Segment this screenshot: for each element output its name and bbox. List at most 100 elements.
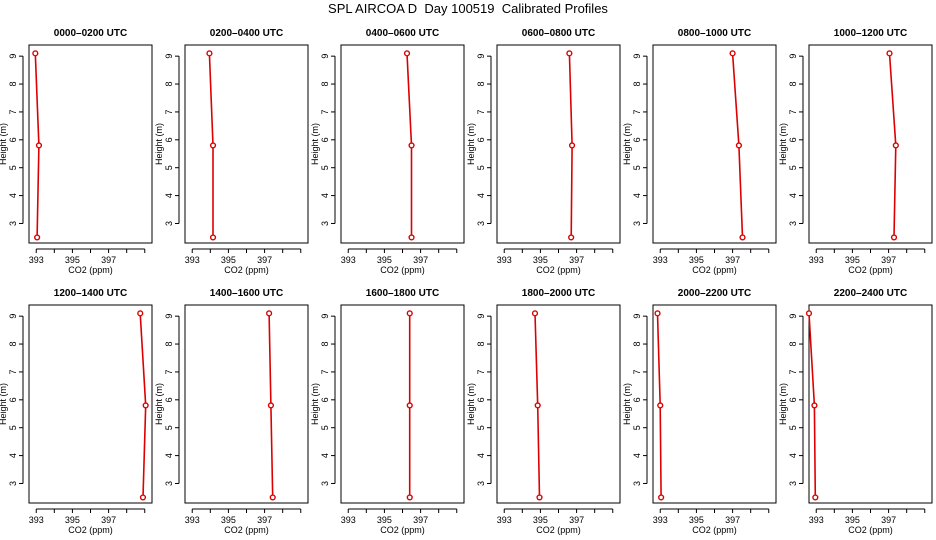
- plot-frame: [184, 44, 309, 244]
- panel-title: 0800–1000 UTC: [678, 28, 751, 39]
- y-tick-label: 8: [164, 82, 174, 87]
- x-tick-label: 397: [725, 515, 740, 525]
- panel-title: 1400–1600 UTC: [210, 288, 283, 299]
- x-tick-label: 397: [569, 255, 584, 265]
- panel-title: 0400–0600 UTC: [366, 28, 439, 39]
- x-tick-label: 393: [341, 255, 356, 265]
- y-tick-label: 4: [320, 453, 330, 458]
- x-tick-label: 397: [257, 515, 272, 525]
- x-axis-label: CO2 (ppm): [692, 265, 737, 275]
- y-tick-label: 5: [788, 425, 798, 430]
- x-axis-label: CO2 (ppm): [848, 525, 893, 535]
- y-tick-label: 5: [320, 425, 330, 430]
- data-point: [811, 402, 818, 409]
- y-tick-label: 9: [8, 54, 18, 59]
- plot-frame: [496, 44, 621, 244]
- y-tick-label: 4: [8, 193, 18, 198]
- x-tick-label: 393: [29, 255, 44, 265]
- x-tick-label: 393: [653, 515, 668, 525]
- x-tick-label: 395: [377, 515, 392, 525]
- y-axis-label: Height (m): [778, 123, 788, 165]
- data-point: [566, 50, 573, 57]
- y-tick-label: 7: [476, 109, 486, 114]
- panel-title: 1000–1200 UTC: [834, 28, 907, 39]
- y-tick-label: 4: [164, 453, 174, 458]
- data-point: [266, 310, 273, 317]
- y-tick-label: 5: [476, 425, 486, 430]
- y-tick-label: 6: [788, 137, 798, 142]
- y-axis-label: Height (m): [154, 383, 164, 425]
- data-point: [534, 402, 541, 409]
- panel-title: 0000–0200 UTC: [54, 28, 127, 39]
- panel-title: 2200–2400 UTC: [834, 288, 907, 299]
- x-tick-label: 395: [377, 255, 392, 265]
- y-tick-label: 3: [788, 221, 798, 226]
- x-tick-label: 395: [845, 255, 860, 265]
- y-tick-label: 9: [788, 54, 798, 59]
- y-tick-label: 8: [8, 82, 18, 87]
- x-axis-label: CO2 (ppm): [380, 265, 425, 275]
- data-point: [892, 142, 899, 149]
- y-tick-label: 4: [788, 193, 798, 198]
- x-tick-label: 393: [809, 255, 824, 265]
- x-tick-label: 393: [497, 255, 512, 265]
- y-tick-label: 3: [320, 221, 330, 226]
- x-tick-label: 395: [533, 255, 548, 265]
- y-tick-label: 4: [632, 193, 642, 198]
- plot-frame: [808, 44, 933, 244]
- y-tick-label: 9: [320, 54, 330, 59]
- panel-title: 1600–1800 UTC: [366, 288, 439, 299]
- x-tick-label: 395: [221, 255, 236, 265]
- y-tick-label: 4: [320, 193, 330, 198]
- data-point: [269, 494, 276, 501]
- y-tick-label: 4: [164, 193, 174, 198]
- y-tick-label: 5: [8, 165, 18, 170]
- y-tick-label: 6: [476, 137, 486, 142]
- y-tick-label: 8: [788, 342, 798, 347]
- plot-frame: [652, 304, 777, 504]
- x-axis-label: CO2 (ppm): [380, 525, 425, 535]
- y-tick-label: 6: [632, 137, 642, 142]
- y-tick-label: 7: [164, 369, 174, 374]
- x-tick-label: 397: [881, 515, 896, 525]
- data-point: [406, 310, 413, 317]
- x-tick-label: 393: [653, 255, 668, 265]
- y-tick-label: 8: [632, 342, 642, 347]
- y-tick-label: 6: [164, 397, 174, 402]
- y-axis-label: Height (m): [0, 383, 8, 425]
- y-tick-label: 7: [8, 109, 18, 114]
- x-axis-label: CO2 (ppm): [536, 265, 581, 275]
- x-axis-label: CO2 (ppm): [68, 265, 113, 275]
- x-tick-label: 397: [725, 255, 740, 265]
- x-tick-label: 397: [569, 515, 584, 525]
- data-point: [805, 310, 813, 317]
- data-point: [267, 402, 275, 409]
- data-point: [735, 142, 743, 149]
- y-axis-label: Height (m): [154, 123, 164, 165]
- y-tick-label: 4: [788, 453, 798, 458]
- y-axis-label: Height (m): [622, 123, 632, 165]
- data-point: [35, 142, 43, 149]
- x-axis-label: CO2 (ppm): [68, 525, 113, 535]
- data-point: [406, 494, 413, 501]
- y-tick-label: 8: [476, 342, 486, 347]
- y-tick-label: 8: [788, 82, 798, 87]
- y-tick-label: 9: [476, 314, 486, 319]
- y-tick-label: 9: [164, 54, 174, 59]
- y-tick-label: 8: [320, 82, 330, 87]
- data-point: [209, 142, 217, 149]
- x-tick-label: 397: [101, 255, 116, 265]
- y-tick-label: 7: [788, 109, 798, 114]
- y-tick-label: 8: [320, 342, 330, 347]
- plot-frame: [340, 44, 465, 244]
- y-tick-label: 7: [8, 369, 18, 374]
- x-axis-label: CO2 (ppm): [224, 525, 269, 535]
- y-tick-label: 6: [8, 137, 18, 142]
